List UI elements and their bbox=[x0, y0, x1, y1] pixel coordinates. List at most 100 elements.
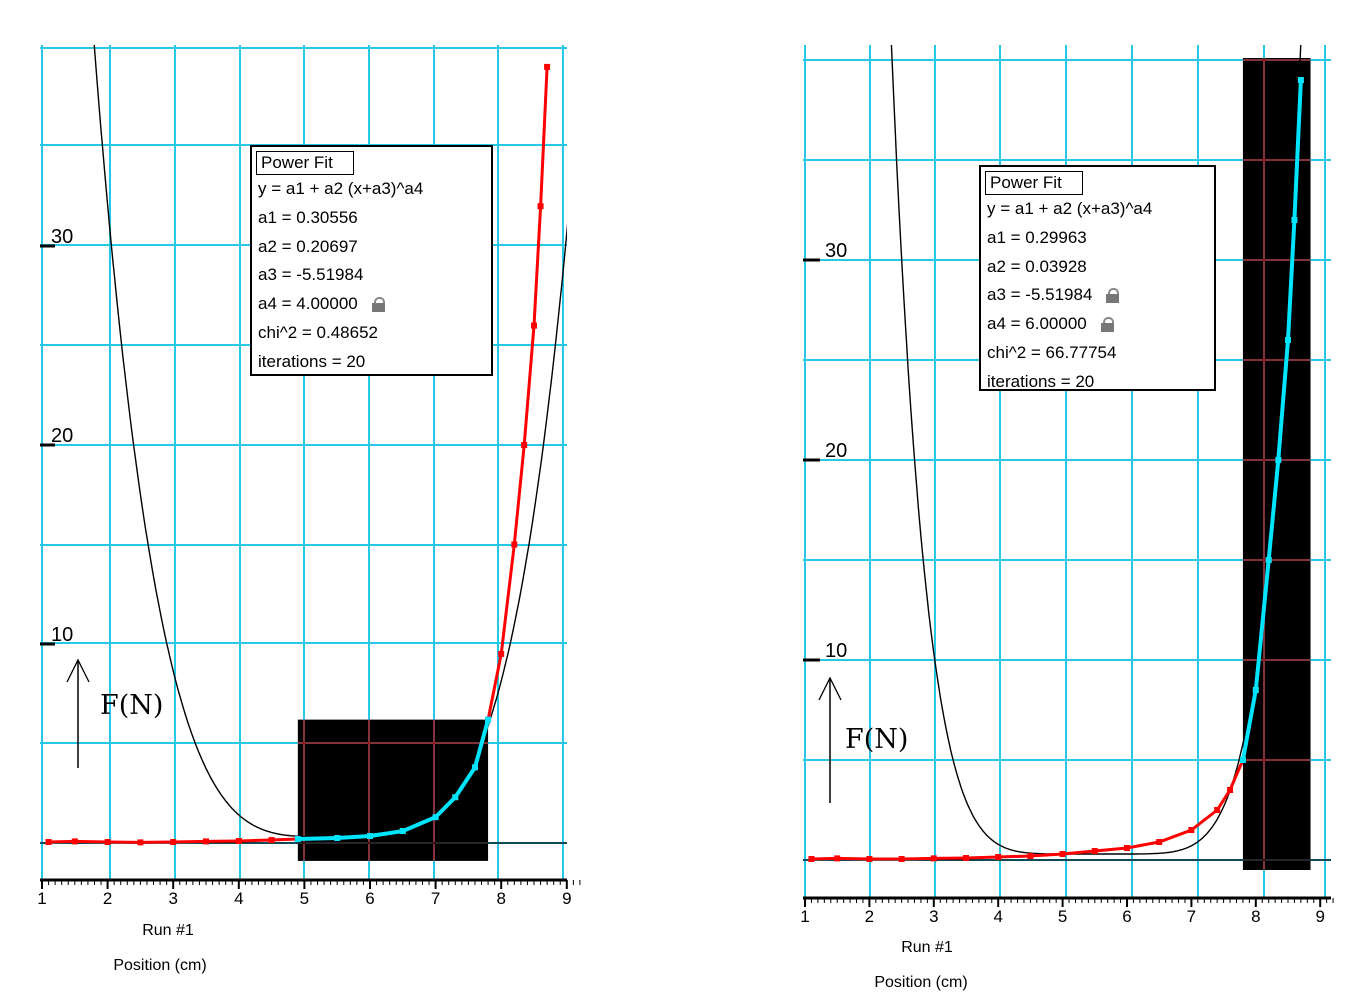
x-tick-label: 9 bbox=[1315, 907, 1324, 926]
data-point bbox=[235, 838, 242, 845]
data-point bbox=[203, 838, 209, 845]
data-point bbox=[1188, 827, 1195, 833]
data-point bbox=[930, 855, 937, 862]
lock-icon[interactable] bbox=[1106, 288, 1120, 304]
x-tick-label: 1 bbox=[800, 907, 809, 926]
chart-right: 1 2 3 4 5 6 7 8 9 10 20 30 Run #1 Position (cm) F(N) bbox=[800, 45, 1334, 991]
data-point bbox=[866, 856, 873, 862]
x-tick-label: 2 bbox=[865, 907, 874, 926]
fit-region-point bbox=[1252, 687, 1259, 693]
data-point bbox=[1124, 845, 1130, 851]
x-tick-label: 2 bbox=[103, 889, 112, 908]
fit-param-a3-text: a3 = -5.51984 bbox=[987, 285, 1093, 305]
x-tick-label: 4 bbox=[993, 907, 1002, 926]
fit-region-point bbox=[1275, 457, 1282, 463]
data-point bbox=[537, 203, 544, 210]
data-point bbox=[808, 856, 815, 862]
fit-chi-squared: chi^2 = 66.77754 bbox=[987, 342, 1117, 362]
fit-param-a2: a2 = 0.20697 bbox=[258, 236, 358, 256]
power-fit-box-right[interactable]: Power Fit y = a1 + a2 (x+a3)^a4 a1 = 0.2… bbox=[979, 165, 1216, 391]
x-tick-label: 4 bbox=[234, 889, 243, 908]
fit-region-point bbox=[452, 794, 459, 801]
fit-param-a4-text: a4 = 6.00000 bbox=[987, 314, 1087, 334]
data-point bbox=[544, 63, 551, 70]
fit-param-a4: a4 = 6.00000 bbox=[987, 310, 1152, 339]
fit-region-point bbox=[432, 814, 439, 821]
data-point bbox=[170, 839, 177, 846]
power-fit-box-left[interactable]: Power Fit y = a1 + a2 (x+a3)^a4 a1 = 0.3… bbox=[250, 145, 493, 376]
data-point bbox=[834, 855, 841, 862]
run-label: Run #1 bbox=[901, 939, 953, 956]
data-point bbox=[521, 442, 528, 448]
x-axis-title: Position (cm) bbox=[113, 957, 206, 974]
y-tick-label: 10 bbox=[825, 640, 847, 662]
data-point bbox=[498, 650, 505, 657]
fit-equation: y = a1 + a2 (x+a3)^a4 bbox=[987, 199, 1153, 218]
fit-region-line bbox=[297, 719, 491, 841]
data-point bbox=[1156, 839, 1163, 845]
data-point bbox=[45, 839, 52, 846]
y-axis-title: F(N) bbox=[100, 690, 163, 721]
plot-area bbox=[808, 45, 1304, 862]
fit-iterations: iterations = 20 bbox=[258, 351, 366, 371]
x-tick-label: 3 bbox=[929, 907, 938, 926]
x-tick-label: 6 bbox=[1122, 907, 1131, 926]
fit-param-a3: a3 = -5.51984 bbox=[987, 281, 1152, 310]
x-tick-label: 3 bbox=[168, 889, 177, 908]
data-point bbox=[511, 541, 518, 548]
fit-region-point bbox=[399, 828, 406, 835]
y-tick-label: 30 bbox=[825, 240, 847, 262]
y-tick-label: 20 bbox=[825, 440, 847, 462]
x-tick-label: 8 bbox=[1251, 907, 1260, 926]
fit-region-point bbox=[1291, 217, 1298, 223]
y-tick-label: 10 bbox=[51, 624, 73, 646]
data-point bbox=[1091, 848, 1098, 854]
lock-icon[interactable] bbox=[1100, 317, 1114, 333]
fit-region-point bbox=[367, 833, 373, 840]
data-point bbox=[71, 838, 78, 845]
data-point bbox=[963, 855, 969, 861]
fit-param-a2: a2 = 0.03928 bbox=[987, 256, 1087, 276]
fit-title: Power Fit bbox=[256, 151, 354, 175]
fit-region-point bbox=[1297, 77, 1304, 83]
lock-icon[interactable] bbox=[371, 297, 385, 313]
y-tick-label: 20 bbox=[51, 425, 73, 447]
force-arrow-head bbox=[818, 676, 842, 701]
x-tick-label: 6 bbox=[365, 889, 374, 908]
data-point bbox=[898, 856, 905, 862]
fit-equation: y = a1 + a2 (x+a3)^a4 bbox=[258, 179, 424, 198]
fit-region-point bbox=[334, 835, 341, 842]
fit-param-a1: a1 = 0.30556 bbox=[258, 207, 358, 227]
fit-param-a4-text: a4 = 4.00000 bbox=[258, 294, 358, 314]
data-point bbox=[104, 839, 111, 846]
x-tick-label: 7 bbox=[1187, 907, 1196, 926]
x-tick-label: 9 bbox=[562, 889, 571, 908]
fit-region-point bbox=[485, 716, 492, 723]
data-point bbox=[995, 854, 1002, 860]
x-tick-label: 5 bbox=[1058, 907, 1067, 926]
data-point bbox=[1059, 851, 1066, 857]
fit-region-point bbox=[1285, 337, 1291, 343]
plot-area bbox=[45, 45, 567, 846]
x-axis-title: Position (cm) bbox=[874, 974, 967, 991]
data-point bbox=[531, 322, 537, 329]
x-tick-label: 5 bbox=[300, 889, 309, 908]
fit-param-a1: a1 = 0.29963 bbox=[987, 227, 1087, 247]
fit-region-point bbox=[471, 764, 478, 771]
fit-title: Power Fit bbox=[985, 171, 1083, 195]
fit-param-a3: a3 = -5.51984 bbox=[258, 261, 423, 290]
x-tick-label: 1 bbox=[37, 889, 46, 908]
fit-region-point bbox=[1265, 557, 1272, 563]
fit-region-point bbox=[1239, 757, 1246, 763]
force-arrow-head bbox=[66, 658, 90, 683]
data-point bbox=[268, 837, 275, 844]
fit-iterations: iterations = 20 bbox=[987, 371, 1095, 391]
run-label: Run #1 bbox=[142, 922, 194, 939]
fit-param-a3-text: a3 = -5.51984 bbox=[258, 265, 364, 285]
y-tick-label: 30 bbox=[51, 226, 73, 248]
data-point bbox=[1214, 807, 1221, 813]
fit-region-point bbox=[294, 836, 301, 843]
y-axis-title: F(N) bbox=[845, 724, 908, 755]
x-tick-label: 7 bbox=[431, 889, 440, 908]
